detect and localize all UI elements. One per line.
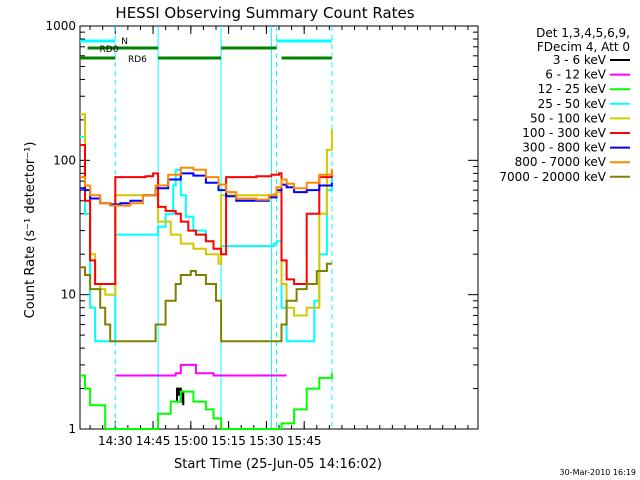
series-line	[115, 363, 287, 377]
legend: Det 1,3,4,5,6,9,FDecim 4, Att 03 - 6 keV…	[499, 26, 630, 184]
legend-entry-label: 25 - 50 keV	[538, 97, 607, 111]
saa-label: RD0	[100, 45, 119, 55]
attenuator-label: N	[121, 37, 128, 47]
legend-entry-label: 100 - 300 keV	[522, 126, 606, 140]
x-tick-label: 15:00	[174, 434, 209, 448]
series-line	[80, 166, 333, 207]
legend-header: FDecim 4, Att 0	[537, 40, 630, 54]
x-tick-label: 15:15	[211, 434, 246, 448]
legend-entry-label: 6 - 12 keV	[545, 68, 607, 82]
y-tick-label: 10	[61, 288, 76, 302]
legend-entry-label: 800 - 7000 keV	[515, 155, 607, 169]
legend-entry-label: 3 - 6 keV	[553, 53, 607, 67]
y-tick-label: 1	[68, 422, 76, 436]
legend-entry-label: 12 - 25 keV	[538, 82, 607, 96]
y-tick-label: 100	[53, 153, 76, 167]
legend-entry-label: 300 - 800 keV	[522, 141, 606, 155]
x-tick-label: 15:30	[249, 434, 284, 448]
y-axis-label: Count Rate (s⁻¹ detector⁻¹)	[23, 142, 38, 319]
chart-title: HESSI Observing Summary Count Rates	[115, 4, 414, 22]
legend-entry-label: 7000 - 20000 keV	[499, 170, 606, 184]
legend-header: Det 1,3,4,5,6,9,	[536, 26, 630, 40]
x-tick-label: 14:30	[98, 434, 133, 448]
series-line	[80, 113, 333, 317]
series-line	[80, 373, 333, 430]
saa-label: RD6	[128, 55, 147, 65]
series-line	[80, 144, 333, 285]
x-axis-label: Start Time (25-Jun-05 14:16:02)	[174, 457, 382, 472]
footer-date: 30-Mar-2010 16:19	[560, 468, 637, 477]
x-tick-label: 14:45	[136, 434, 171, 448]
series-line	[80, 262, 332, 343]
legend-entry-label: 50 - 100 keV	[530, 111, 607, 125]
x-tick-label: 15:45	[287, 434, 322, 448]
y-tick-label: 1000	[45, 19, 76, 33]
